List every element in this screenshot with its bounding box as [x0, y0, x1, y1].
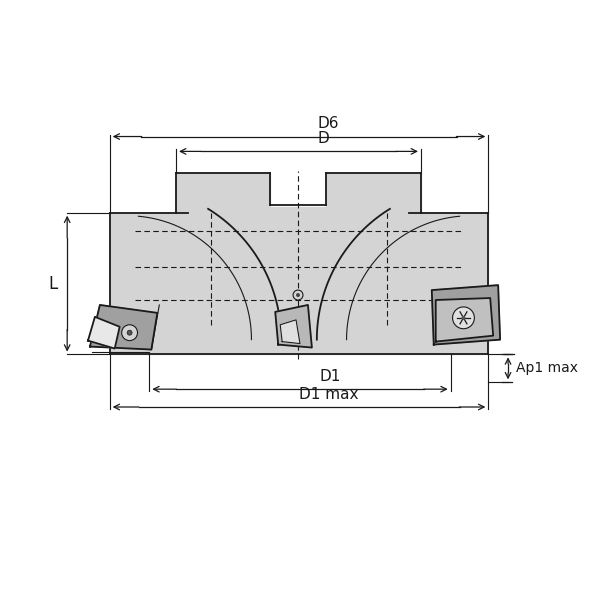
- Text: D1 max: D1 max: [299, 387, 358, 402]
- Text: D6: D6: [318, 116, 340, 131]
- Text: L: L: [48, 275, 57, 293]
- Circle shape: [296, 293, 300, 297]
- Polygon shape: [436, 298, 493, 341]
- Circle shape: [452, 307, 475, 329]
- Polygon shape: [176, 207, 421, 213]
- Polygon shape: [176, 173, 270, 213]
- Text: Ap1 max: Ap1 max: [516, 361, 578, 376]
- Polygon shape: [90, 305, 157, 350]
- Text: D1: D1: [319, 369, 340, 384]
- Polygon shape: [110, 213, 488, 355]
- Circle shape: [127, 330, 132, 335]
- Circle shape: [122, 325, 137, 341]
- Circle shape: [293, 290, 303, 300]
- Polygon shape: [326, 173, 421, 213]
- Circle shape: [461, 316, 466, 320]
- Text: D: D: [317, 131, 329, 146]
- Polygon shape: [275, 305, 312, 347]
- Polygon shape: [280, 320, 300, 344]
- Polygon shape: [88, 317, 119, 349]
- Polygon shape: [432, 285, 500, 344]
